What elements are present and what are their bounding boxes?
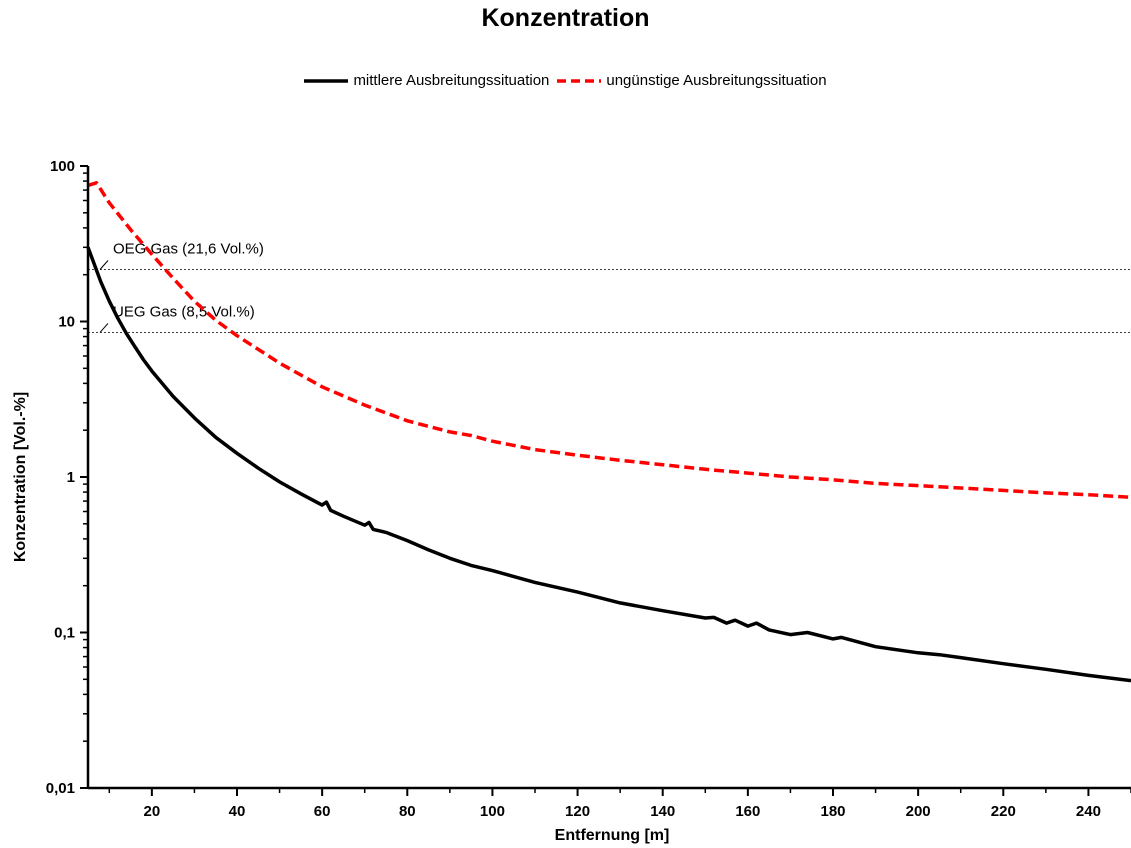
x-tick-label: 80 <box>399 803 416 820</box>
legend-label-series-1: mittlere Ausbreitungssituation <box>353 72 550 89</box>
x-tick-label: 220 <box>991 803 1016 820</box>
x-axis-title: Entfernung [m] <box>555 827 670 844</box>
series-layer <box>86 181 1131 683</box>
y-tick-label: 100 <box>50 158 75 175</box>
x-tick-label: 20 <box>144 803 161 820</box>
legend-swatch-series-2 <box>557 78 602 83</box>
x-tick-label: 140 <box>650 803 675 820</box>
x-tick-label: 100 <box>480 803 505 820</box>
reference-line-label: UEG Gas (8,5 Vol.%) <box>113 303 255 320</box>
y-axis-title: Konzentration [Vol.-%] <box>12 392 29 562</box>
reference-line-label: OEG Gas (21,6 Vol.%) <box>113 240 264 257</box>
reference-line-pointer <box>99 323 109 333</box>
series-line-1 <box>86 246 1131 683</box>
reference-lines: OEG Gas (21,6 Vol.%) UEG Gas (8,5 Vol.%) <box>88 240 1131 333</box>
legend-item-series-1: mittlere Ausbreitungssituation <box>304 72 549 89</box>
legend-swatch-series-1 <box>304 78 349 83</box>
ticks: 20 40 60 80 100 120 140 160 180 200 220 240 0,01 0,1 1… <box>46 158 1131 820</box>
x-tick-label: 60 <box>314 803 331 820</box>
x-tick-label: 200 <box>906 803 931 820</box>
chart-title: Konzentration <box>481 4 650 32</box>
x-tick-label: 160 <box>735 803 760 820</box>
x-tick-label: 120 <box>565 803 590 820</box>
y-tick-label: 0,01 <box>46 780 75 797</box>
x-tick-label: 180 <box>820 803 845 820</box>
legend-item-series-2: ungünstige Ausbreitungssituation <box>557 72 827 89</box>
chart-legend: mittlere Ausbreitungssituation ungünstig… <box>0 72 1131 89</box>
x-tick-label: 240 <box>1076 803 1101 820</box>
legend-label-series-2: ungünstige Ausbreitungssituation <box>606 72 827 89</box>
y-tick-label: 10 <box>58 314 75 331</box>
y-tick-label: 1 <box>67 469 75 486</box>
reference-line-pointer <box>99 260 109 270</box>
x-tick-label: 40 <box>229 803 246 820</box>
axes <box>86 166 1131 790</box>
series-line-2 <box>87 181 1131 500</box>
y-tick-label: 0,1 <box>54 625 75 642</box>
